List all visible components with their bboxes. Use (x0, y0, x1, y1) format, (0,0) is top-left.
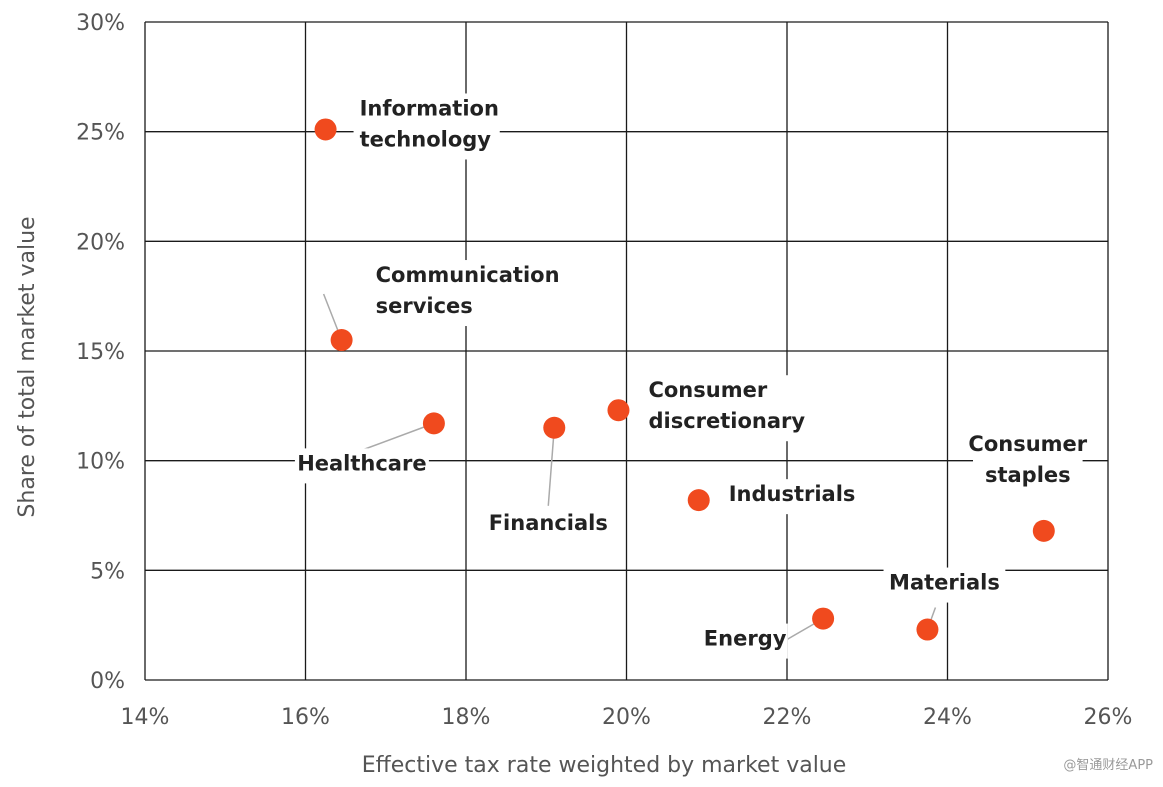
point-label-line: Financials (489, 511, 608, 535)
y-tick-label: 15% (76, 340, 125, 365)
point-label-line: services (376, 294, 473, 318)
x-tick-label: 24% (923, 705, 972, 730)
point-label-background (369, 260, 541, 327)
point-label: Industrials (729, 482, 856, 506)
y-tick-label: 20% (76, 230, 125, 255)
y-tick-label: 10% (76, 450, 125, 475)
point-label-line: technology (360, 127, 492, 151)
point-label-line: staples (985, 463, 1071, 487)
data-point (607, 399, 630, 422)
data-point (1032, 519, 1055, 542)
data-point (330, 329, 353, 352)
point-label-line: Industrials (729, 482, 856, 506)
point-label-line: Energy (704, 627, 787, 651)
data-point (916, 618, 939, 641)
leader-line (547, 427, 556, 506)
point-label-line: Communication (376, 263, 560, 287)
x-tick-label: 14% (121, 705, 170, 730)
y-axis-title: Share of total market value (15, 216, 40, 517)
point-label-line: discretionary (648, 409, 805, 433)
point-label: Healthcare (297, 451, 426, 475)
x-tick-label: 16% (281, 705, 330, 730)
watermark-text: @智通财经APP (1063, 758, 1153, 773)
point-label-line: Consumer (968, 432, 1087, 456)
data-points (314, 118, 1055, 641)
x-axis-title: Effective tax rate weighted by market va… (362, 753, 847, 778)
point-label-line: Consumer (648, 378, 767, 402)
point-label: Communication services (376, 263, 560, 318)
point-label: Consumer discretionary (648, 378, 805, 433)
point-label-background (481, 507, 616, 543)
point-label-line: Information (360, 96, 499, 120)
point-labels: Information technology Communication servic… (294, 93, 1088, 659)
point-label: Information technology (360, 96, 499, 151)
tick-labels: 14% 16% 18% 20% 22% 24% 26% 0% 5% 10% 15% 20% 25% 30% (76, 11, 1132, 730)
point-label-line: Materials (889, 571, 1000, 595)
grid (144, 21, 1109, 681)
data-point (314, 118, 337, 141)
x-tick-label: 22% (763, 705, 812, 730)
data-point (422, 412, 445, 435)
y-tick-label: 5% (90, 559, 125, 584)
point-label-background (642, 375, 814, 442)
point-label: Materials (889, 571, 1000, 595)
y-tick-label: 30% (76, 11, 125, 36)
data-point (543, 416, 566, 439)
x-tick-label: 26% (1084, 705, 1133, 730)
point-label-background (294, 448, 429, 484)
data-point (812, 607, 835, 630)
x-tick-label: 20% (602, 705, 651, 730)
point-label-background (702, 623, 788, 659)
data-point (687, 489, 710, 512)
x-tick-label: 18% (442, 705, 491, 730)
point-label: Financials (489, 511, 608, 535)
y-tick-label: 0% (90, 669, 125, 694)
point-label: Energy (704, 627, 787, 651)
point-label: Consumer staples (968, 432, 1087, 487)
point-label-background (973, 428, 1083, 495)
leader-line (363, 422, 435, 451)
point-label-background (353, 93, 500, 160)
y-tick-label: 25% (76, 121, 125, 146)
point-label-background (883, 567, 1006, 603)
point-label-background (722, 479, 869, 515)
point-label-line: Healthcare (297, 451, 426, 475)
